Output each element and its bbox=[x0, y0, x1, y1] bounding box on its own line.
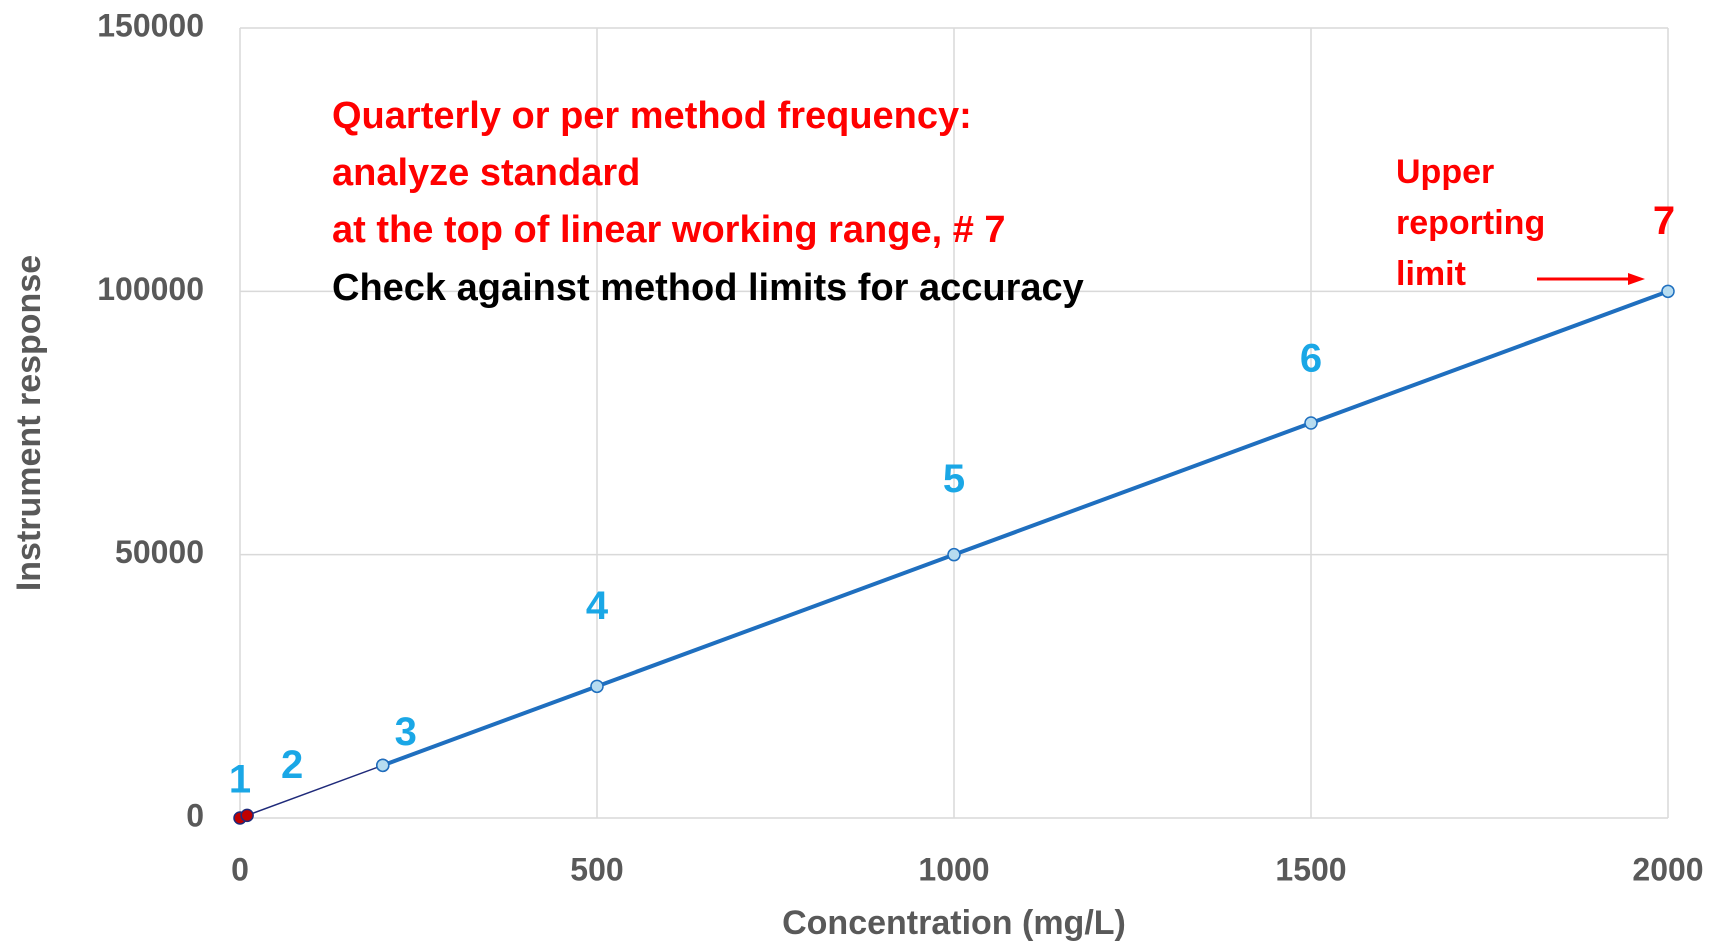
annotation: Quarterly or per method frequency: bbox=[332, 95, 972, 137]
marker bbox=[590, 679, 604, 694]
marker bbox=[240, 808, 254, 823]
annotation: limit bbox=[1396, 255, 1466, 293]
marker bbox=[376, 758, 390, 773]
arrow bbox=[1537, 273, 1645, 285]
y-tick-label: 150000 bbox=[97, 7, 204, 43]
line bbox=[382, 289, 1669, 768]
point-label: 4 bbox=[586, 584, 609, 628]
x-tick-label: 500 bbox=[570, 851, 623, 887]
annotation: Check against method limits for accuracy bbox=[332, 267, 1084, 309]
annotation: reporting bbox=[1396, 204, 1545, 242]
point-label: 3 bbox=[395, 710, 417, 754]
y-tick-label: 50000 bbox=[115, 534, 204, 570]
x-tick-label: 2000 bbox=[1632, 851, 1703, 887]
grid bbox=[239, 27, 1669, 819]
y-tick-label: 100000 bbox=[97, 271, 204, 307]
line bbox=[239, 764, 384, 819]
annotation: at the top of linear working range, # 7 bbox=[332, 209, 1006, 251]
point-label: 5 bbox=[943, 457, 965, 501]
x-tick-label: 0 bbox=[231, 851, 249, 887]
point-label: 7 bbox=[1653, 199, 1675, 243]
annotation: analyze standard bbox=[332, 152, 640, 194]
y-tick-label: 0 bbox=[186, 797, 204, 833]
x-tick-label: 1500 bbox=[1275, 851, 1346, 887]
point-label: 6 bbox=[1300, 337, 1322, 381]
marker bbox=[947, 547, 961, 562]
point-label: 2 bbox=[281, 743, 303, 787]
x-axis-title: Concentration (mg/L) bbox=[782, 904, 1126, 942]
marker bbox=[1304, 416, 1318, 430]
x-tick-label: 1000 bbox=[918, 851, 989, 887]
annotation: Upper bbox=[1396, 153, 1494, 191]
y-axis-title: Instrument response bbox=[10, 255, 48, 591]
marker bbox=[1661, 284, 1675, 299]
point-label: 1 bbox=[229, 758, 251, 802]
